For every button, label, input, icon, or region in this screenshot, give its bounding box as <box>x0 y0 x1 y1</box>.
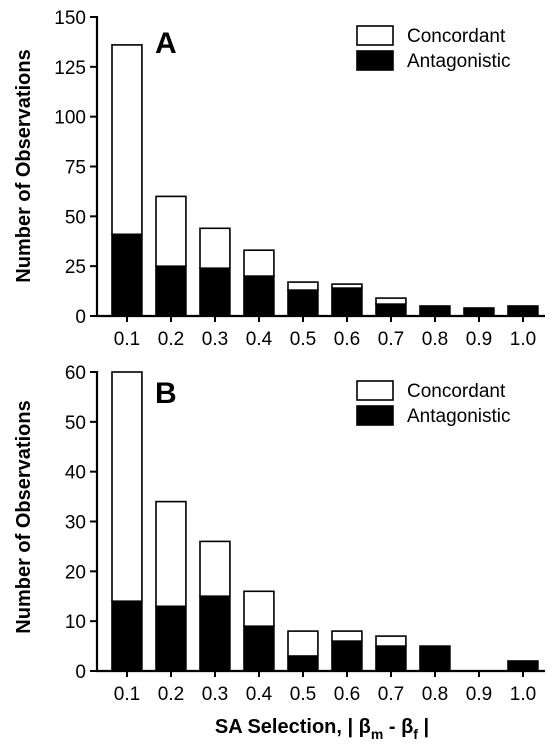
bar-antagonistic-a-0.9 <box>463 307 495 317</box>
bar-antagonistic-a-0.2 <box>155 265 187 317</box>
y-tick-label-a-50: 50 <box>65 207 86 228</box>
panel-a: Number of Observations A 0.1 0.2 0.3 0.4 0.5… <box>13 8 545 350</box>
legend-label-concordant-b: Concordant <box>407 381 506 402</box>
x-tick-label-a-0.3: 0.3 <box>202 329 228 350</box>
bar-concordant-a-0.2 <box>155 195 187 267</box>
x-axis-title-mid: - β <box>383 716 413 738</box>
bar-antagonistic-b-0.8 <box>419 645 451 672</box>
x-tick-label-b-0.4: 0.4 <box>246 684 273 705</box>
bar-concordant-a-0.5 <box>287 281 319 291</box>
x-tick-label-b-0.3: 0.3 <box>202 684 228 705</box>
panel-label-a: A <box>155 27 177 60</box>
y-tick-label-a-100: 100 <box>54 108 86 129</box>
x-tick-label-b-0.7: 0.7 <box>378 684 404 705</box>
bar-antagonistic-a-1.0 <box>507 305 539 317</box>
bar-antagonistic-b-0.6 <box>331 640 363 672</box>
legend-swatch-concordant-a <box>356 25 394 46</box>
legend-swatch-antagonistic-b <box>356 405 394 426</box>
legend-label-antagonistic-a: Antagonistic <box>407 51 511 72</box>
x-tick-label-b-0.6: 0.6 <box>334 684 360 705</box>
x-tick-label-b-0.8: 0.8 <box>422 684 448 705</box>
y-tick-label-a-125: 125 <box>54 58 86 79</box>
y-tick-label-a-150: 150 <box>54 8 86 29</box>
bar-antagonistic-a-0.6 <box>331 287 363 317</box>
y-axis-title-b: Number of Observations <box>13 400 35 633</box>
bar-antagonistic-a-0.4 <box>243 275 275 317</box>
x-tick-label-b-1.0: 1.0 <box>510 684 536 705</box>
x-tick-label-a-0.6: 0.6 <box>334 329 360 350</box>
y-axis-title-a: Number of Observations <box>13 49 35 282</box>
bar-antagonistic-b-0.2 <box>155 605 187 672</box>
x-tick-label-a-1.0: 1.0 <box>510 329 536 350</box>
y-tick-label-b-50: 50 <box>65 413 86 434</box>
bar-concordant-b-0.6 <box>331 630 363 642</box>
y-tick-label-b-60: 60 <box>65 363 86 384</box>
x-tick-label-a-0.5: 0.5 <box>290 329 316 350</box>
x-tick-label-b-0.9: 0.9 <box>466 684 492 705</box>
y-tick-label-b-0: 0 <box>75 662 86 683</box>
bar-concordant-a-0.7 <box>375 297 407 305</box>
bar-antagonistic-b-0.5 <box>287 655 319 672</box>
bar-concordant-a-0.6 <box>331 283 363 289</box>
bar-concordant-a-0.1 <box>111 44 143 236</box>
y-tick-label-b-40: 40 <box>65 463 86 484</box>
x-axis-title-suffix: | <box>418 716 429 738</box>
legend-label-concordant-a: Concordant <box>407 26 506 47</box>
x-tick-label-a-0.9: 0.9 <box>466 329 492 350</box>
legend-swatch-antagonistic-a <box>356 50 394 71</box>
x-tick-label-b-0.5: 0.5 <box>290 684 316 705</box>
bar-concordant-b-0.1 <box>111 371 143 602</box>
legend-swatch-concordant-b <box>356 380 394 401</box>
bar-concordant-b-0.7 <box>375 635 407 647</box>
bar-antagonistic-a-0.3 <box>199 267 231 317</box>
bar-concordant-b-0.2 <box>155 500 187 608</box>
panel-label-b: B <box>155 377 177 410</box>
y-tick-label-b-30: 30 <box>65 513 86 534</box>
bar-concordant-b-0.4 <box>243 590 275 627</box>
panel-b: Number of Observations B SA Selection, |… <box>13 363 545 742</box>
bar-concordant-b-0.5 <box>287 630 319 657</box>
x-tick-label-a-0.7: 0.7 <box>378 329 404 350</box>
bar-concordant-a-0.3 <box>199 227 231 270</box>
x-axis-title-sub-f: f <box>413 726 418 742</box>
bar-antagonistic-b-0.7 <box>375 645 407 672</box>
y-tick-label-a-75: 75 <box>65 158 86 179</box>
y-tick-label-a-25: 25 <box>65 257 86 278</box>
bar-antagonistic-a-0.5 <box>287 289 319 317</box>
bar-antagonistic-a-0.8 <box>419 305 451 317</box>
y-tick-label-b-10: 10 <box>65 612 86 633</box>
legend-label-antagonistic-b: Antagonistic <box>407 406 511 427</box>
bar-concordant-b-0.3 <box>199 540 231 598</box>
bar-antagonistic-b-0.1 <box>111 600 143 672</box>
bar-antagonistic-b-0.4 <box>243 625 275 672</box>
bar-antagonistic-a-0.1 <box>111 233 143 317</box>
bar-antagonistic-b-1.0 <box>507 660 539 672</box>
x-tick-label-b-0.1: 0.1 <box>114 684 140 705</box>
x-tick-label-a-0.1: 0.1 <box>114 329 140 350</box>
x-tick-label-a-0.4: 0.4 <box>246 329 273 350</box>
bar-antagonistic-b-0.3 <box>199 595 231 672</box>
x-axis-title-sub-m: m <box>371 726 383 742</box>
x-axis-title-prefix: SA Selection, | β <box>215 716 371 738</box>
x-tick-label-a-0.2: 0.2 <box>158 329 184 350</box>
bar-antagonistic-a-0.7 <box>375 303 407 317</box>
x-tick-label-a-0.8: 0.8 <box>422 329 448 350</box>
y-tick-label-a-0: 0 <box>75 307 86 328</box>
bar-concordant-a-0.4 <box>243 249 275 277</box>
x-tick-label-b-0.2: 0.2 <box>158 684 184 705</box>
x-axis-title: SA Selection, | βm - βf | <box>215 716 429 742</box>
y-tick-label-b-20: 20 <box>65 562 86 583</box>
